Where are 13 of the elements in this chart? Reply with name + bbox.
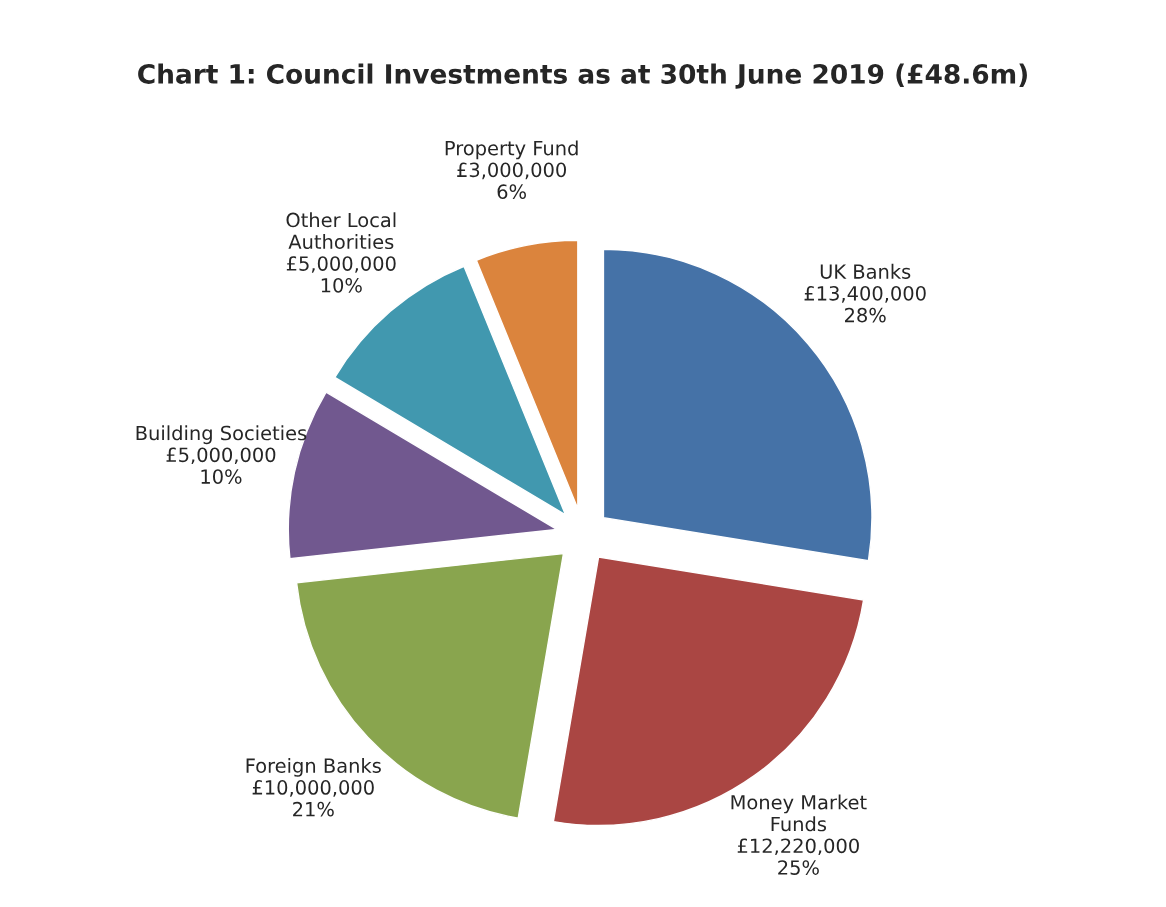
data-label: £3,000,000 6% <box>457 162 567 199</box>
slice-label: UK Banks <box>820 263 911 279</box>
slice-label: Other Local Authorities <box>286 212 396 250</box>
slice-label: Money Market Funds <box>731 794 867 832</box>
data-label: £10,000,000 21% <box>252 780 374 817</box>
data-label: £13,400,000 28% <box>804 285 926 323</box>
data-label: £12,220,000 25% <box>737 838 859 875</box>
slice-label: Building Societies <box>136 425 307 445</box>
slice-label: Property Fund <box>445 140 578 160</box>
data-label: £5,000,000 10% <box>286 256 396 293</box>
slice-label: Foreign Banks <box>246 757 381 777</box>
chart-title: Chart 1: Council Investments as at 30th June 2019 (£48.6m) <box>138 63 1027 89</box>
data-label: £5,000,000 10% <box>166 447 276 484</box>
